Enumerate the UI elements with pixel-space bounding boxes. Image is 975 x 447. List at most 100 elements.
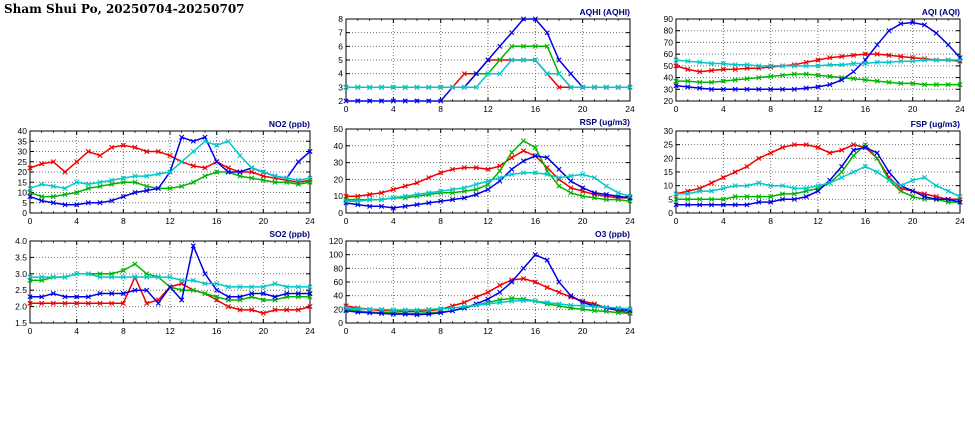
svg-text:4: 4	[721, 216, 726, 226]
svg-text:60: 60	[334, 277, 344, 287]
svg-text:20: 20	[259, 326, 269, 336]
svg-text:12: 12	[813, 104, 823, 114]
svg-text:4: 4	[391, 216, 396, 226]
svg-text:4: 4	[391, 104, 396, 114]
svg-text:4.0: 4.0	[15, 236, 27, 246]
svg-text:100: 100	[329, 250, 343, 260]
svg-text:12: 12	[165, 216, 175, 226]
svg-text:20: 20	[578, 104, 588, 114]
svg-text:12: 12	[165, 326, 175, 336]
svg-text:20: 20	[664, 153, 674, 163]
svg-text:25: 25	[664, 140, 674, 150]
svg-text:4: 4	[391, 326, 396, 336]
svg-text:AQI (AQI): AQI (AQI)	[922, 7, 960, 17]
svg-text:20: 20	[578, 216, 588, 226]
svg-text:0: 0	[28, 326, 33, 336]
svg-text:10: 10	[664, 181, 674, 191]
svg-text:40: 40	[334, 141, 344, 151]
svg-text:40: 40	[664, 73, 674, 83]
svg-text:8: 8	[438, 326, 443, 336]
svg-text:60: 60	[664, 49, 674, 59]
svg-text:20: 20	[334, 304, 344, 314]
svg-text:16: 16	[212, 326, 222, 336]
svg-text:8: 8	[438, 104, 443, 114]
svg-text:16: 16	[212, 216, 222, 226]
svg-text:70: 70	[664, 37, 674, 47]
svg-text:8: 8	[768, 104, 773, 114]
svg-text:0: 0	[338, 208, 343, 218]
svg-text:50: 50	[334, 124, 344, 134]
svg-text:0: 0	[344, 104, 349, 114]
svg-text:24: 24	[305, 216, 315, 226]
svg-text:24: 24	[625, 326, 635, 336]
svg-text:0: 0	[22, 208, 27, 218]
svg-text:16: 16	[861, 104, 871, 114]
svg-text:0: 0	[674, 216, 679, 226]
svg-text:30: 30	[664, 84, 674, 94]
rsp-plot: 0 10 20 30 40 50 0 4 8 12 16 20 24 RSP (ug/m3)	[334, 117, 635, 226]
svg-text:0: 0	[344, 326, 349, 336]
svg-text:25: 25	[18, 157, 28, 167]
svg-text:0: 0	[674, 104, 679, 114]
svg-text:24: 24	[625, 216, 635, 226]
svg-text:80: 80	[664, 26, 674, 36]
chart-o3: 0 20 40 60 80 100 120 0 4 8 12 16 20 24 O3 (ppb)	[318, 228, 640, 340]
svg-text:30: 30	[664, 126, 674, 136]
svg-text:AQHI (AQHI): AQHI (AQHI)	[579, 7, 630, 17]
svg-text:20: 20	[18, 167, 28, 177]
chart-aqhi: 2 3 4 5 6 7 8 0 4 8 12 16 20 24 AQHI (AQHI)	[318, 6, 640, 118]
aqhi-plot: 2 3 4 5 6 7 8 0 4 8 12 16 20 24 AQHI (AQHI)	[338, 7, 635, 114]
svg-text:90: 90	[664, 14, 674, 24]
svg-text:12: 12	[483, 216, 493, 226]
svg-text:4: 4	[74, 216, 79, 226]
svg-text:2.0: 2.0	[15, 302, 27, 312]
svg-text:6: 6	[338, 41, 343, 51]
svg-text:15: 15	[664, 167, 674, 177]
svg-text:2.5: 2.5	[15, 285, 27, 295]
svg-text:SO2 (ppb): SO2 (ppb)	[269, 229, 310, 239]
svg-text:NO2 (ppb): NO2 (ppb)	[269, 119, 310, 129]
svg-text:3.5: 3.5	[15, 252, 27, 262]
svg-text:8: 8	[121, 326, 126, 336]
svg-text:20: 20	[908, 104, 918, 114]
svg-text:4: 4	[721, 104, 726, 114]
svg-text:24: 24	[305, 326, 315, 336]
svg-text:0: 0	[668, 208, 673, 218]
svg-text:20: 20	[664, 96, 674, 106]
svg-text:5: 5	[22, 198, 27, 208]
svg-text:20: 20	[908, 216, 918, 226]
svg-text:3: 3	[338, 82, 343, 92]
chart-so2: 1.5 2.0 2.5 3.0 3.5 4.0 0 4 8 12 16 20 24 SO2 (ppb)	[2, 228, 320, 340]
svg-text:7: 7	[338, 28, 343, 38]
svg-text:50: 50	[664, 61, 674, 71]
svg-text:10: 10	[334, 191, 344, 201]
svg-text:24: 24	[955, 216, 965, 226]
svg-text:20: 20	[578, 326, 588, 336]
svg-text:24: 24	[955, 104, 965, 114]
svg-text:8: 8	[438, 216, 443, 226]
svg-text:40: 40	[18, 126, 28, 136]
svg-text:5: 5	[338, 55, 343, 65]
svg-text:16: 16	[531, 104, 541, 114]
svg-text:8: 8	[121, 216, 126, 226]
svg-text:120: 120	[329, 236, 343, 246]
chart-rsp: 0 10 20 30 40 50 0 4 8 12 16 20 24 RSP (ug/m3)	[318, 116, 640, 230]
svg-text:FSP (ug/m3): FSP (ug/m3)	[911, 119, 961, 129]
svg-text:8: 8	[768, 216, 773, 226]
svg-text:0: 0	[28, 216, 33, 226]
svg-text:16: 16	[861, 216, 871, 226]
svg-text:16: 16	[531, 326, 541, 336]
svg-text:5: 5	[668, 194, 673, 204]
svg-text:1.5: 1.5	[15, 318, 27, 328]
svg-text:15: 15	[18, 177, 28, 187]
svg-text:40: 40	[334, 291, 344, 301]
svg-text:12: 12	[813, 216, 823, 226]
svg-text:20: 20	[259, 216, 269, 226]
svg-text:2: 2	[338, 96, 343, 106]
svg-text:20: 20	[334, 174, 344, 184]
o3-plot: 0 20 40 60 80 100 120 0 4 8 12 16 20 24 O3 (ppb)	[329, 229, 635, 336]
svg-text:16: 16	[531, 216, 541, 226]
chart-fsp: 0 5 10 15 20 25 30 0 4 8 12 16 20 24 FSP (ug/m3)	[648, 118, 970, 230]
